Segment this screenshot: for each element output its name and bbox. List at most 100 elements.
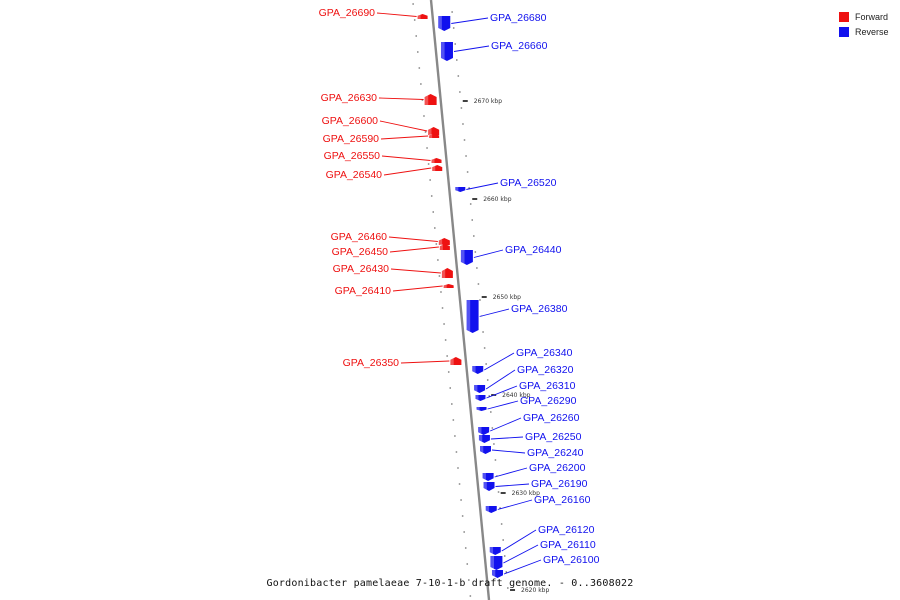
gene-feature — [438, 238, 450, 245]
gene-feature — [489, 547, 501, 555]
gene-feature — [438, 16, 451, 31]
label-leader — [503, 544, 539, 564]
gene-feature — [472, 366, 484, 374]
gene-feature — [485, 506, 497, 513]
label-leader — [390, 268, 441, 274]
gene-feature — [478, 435, 490, 443]
legend-reverse: Reverse — [839, 24, 889, 39]
genome-backbone — [429, 0, 491, 600]
gene-label: GPA_26350 — [343, 357, 400, 369]
label-leader — [378, 97, 424, 100]
gene-features — [417, 14, 503, 578]
gene-highlight — [478, 427, 482, 435]
gene-label: GPA_26290 — [520, 395, 577, 407]
label-leader — [479, 308, 510, 317]
gene-feature — [440, 42, 453, 61]
gene-highlight — [450, 357, 454, 365]
gene-highlight — [439, 244, 443, 250]
gene-label: GPA_26630 — [321, 92, 378, 104]
label-leader — [473, 249, 504, 258]
gene-feature — [428, 127, 440, 135]
label-leader — [466, 182, 499, 190]
label-leader — [486, 385, 518, 399]
gene-highlight — [472, 366, 476, 374]
label-leader — [376, 12, 417, 17]
gene-highlight — [417, 14, 421, 19]
gene-feature — [483, 482, 495, 491]
label-leader — [484, 352, 515, 371]
kbp-ticks: 2670 kbp 2660 kbp 2650 kbp 2640 kbp 2630 kbp… — [462, 98, 549, 594]
label-leader — [389, 246, 439, 253]
label-leader — [503, 559, 542, 575]
strand-legend: Forward Reverse — [839, 9, 889, 39]
gene-highlight — [443, 284, 447, 288]
legend-forward: Forward — [839, 9, 889, 24]
gene-label: GPA_26240 — [527, 447, 584, 459]
gene-label: GPA_26680 — [490, 12, 547, 24]
label-leader — [453, 45, 490, 52]
gene-label: GPA_26410 — [335, 285, 392, 297]
gene-highlight — [428, 127, 432, 135]
gene-feature — [490, 556, 503, 570]
forward-swatch — [839, 11, 849, 22]
gene-label: GPA_26600 — [322, 115, 379, 127]
label-leader — [487, 400, 519, 410]
gene-highlight — [432, 165, 436, 171]
gene-label: GPA_26190 — [531, 478, 588, 490]
gene-label: GPA_26250 — [525, 431, 582, 443]
caption-text: Gordonibacter pamelaeae 7-10-1-b draft g… — [266, 578, 634, 589]
gene-highlight — [480, 446, 484, 454]
legend-forward-label: Forward — [855, 11, 889, 22]
label-leader — [497, 499, 533, 510]
gene-feature — [460, 250, 473, 265]
gene-highlight — [429, 134, 433, 138]
label-leader-lines — [376, 12, 542, 575]
label-leader — [381, 155, 431, 161]
gene-highlight — [478, 435, 483, 443]
gene-feature — [450, 357, 462, 365]
label-leader — [491, 449, 526, 454]
gene-highlight — [424, 94, 429, 105]
label-leader — [495, 483, 530, 487]
label-leader — [383, 167, 432, 176]
gene-label: GPA_26310 — [519, 380, 576, 392]
gene-label: GPA_26100 — [543, 554, 600, 566]
label-leader — [380, 135, 429, 140]
gene-label: GPA_26160 — [534, 494, 591, 506]
gene-highlight — [485, 506, 490, 513]
gene-highlight — [438, 238, 443, 245]
gene-label: GPA_26430 — [333, 263, 390, 275]
gene-labels: GPA_26690 GPA_26680 GPA_26660 GPA_26630 GPA_… — [319, 7, 600, 566]
label-leader — [489, 417, 522, 432]
gene-highlight — [475, 395, 479, 401]
gene-highlight — [483, 482, 487, 491]
gene-highlight — [438, 16, 442, 31]
label-leader — [501, 529, 537, 552]
gene-label: GPA_26340 — [516, 347, 573, 359]
gene-feature — [478, 427, 490, 435]
gene-highlight — [474, 385, 478, 393]
gene-feature — [429, 134, 440, 138]
gene-highlight — [490, 556, 495, 570]
reverse-swatch — [839, 26, 849, 37]
gene-feature — [480, 446, 491, 454]
gene-feature — [455, 187, 466, 192]
kbp-tick-label: 2650 kbp — [493, 294, 521, 301]
gene-label: GPA_26110 — [540, 539, 596, 551]
gene-label: GPA_26460 — [331, 231, 388, 243]
gene-label: GPA_26380 — [511, 303, 568, 315]
gene-label: GPA_26590 — [323, 133, 380, 145]
gene-highlight — [460, 250, 465, 265]
gene-feature — [466, 300, 479, 333]
gene-feature — [491, 570, 503, 578]
gene-label: GPA_26440 — [505, 244, 562, 256]
gene-feature — [482, 473, 494, 481]
gene-label: GPA_26320 — [517, 364, 574, 376]
gene-highlight — [482, 473, 486, 481]
gene-highlight — [476, 407, 480, 411]
gene-feature — [441, 268, 453, 278]
gene-highlight — [491, 570, 496, 578]
scale-dashes — [412, 3, 509, 597]
kbp-tick-label: 2630 kbp — [512, 490, 540, 497]
